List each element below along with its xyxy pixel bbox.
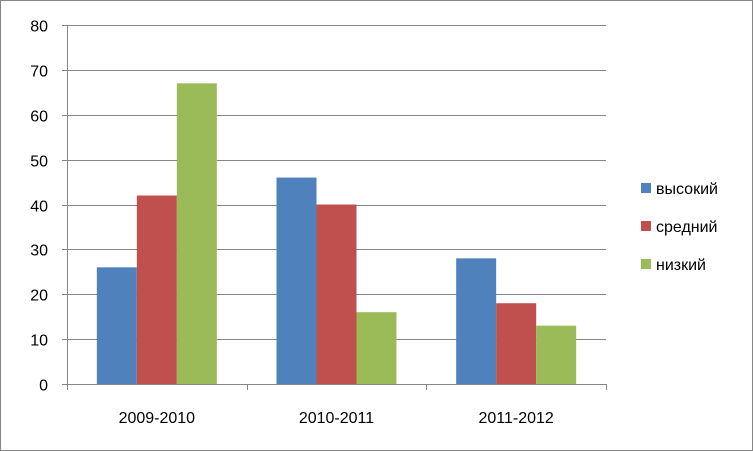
bars — [96, 83, 577, 385]
bar-средний-2011-2012 — [496, 303, 537, 384]
bar-высокий-2009-2010 — [96, 267, 137, 384]
y-tick-label: 60 — [30, 109, 48, 126]
axes — [62, 25, 607, 390]
y-tick-label: 50 — [30, 154, 48, 171]
legend-item-высокий: высокий — [641, 181, 718, 198]
legend-swatch — [641, 259, 651, 269]
y-tick-label: 0 — [39, 378, 48, 395]
bar-средний-2010-2011 — [316, 204, 357, 384]
x-tick-label: 2009-2010 — [119, 410, 196, 427]
bar-низкий-2010-2011 — [356, 312, 397, 384]
x-tick-labels: 2009-2010 2010-2011 2011-2012 — [119, 410, 554, 427]
x-tick-label: 2011-2012 — [479, 410, 554, 427]
y-tick-label: 10 — [30, 333, 48, 350]
legend-item-средний: средний — [641, 219, 718, 236]
bar-высокий-2010-2011 — [276, 177, 317, 384]
y-tick-label: 20 — [30, 288, 48, 305]
y-tick-label: 30 — [30, 243, 48, 260]
bar-высокий-2011-2012 — [456, 258, 497, 384]
legend-item-низкий: низкий — [641, 257, 706, 274]
legend: высокий средний низкий — [641, 181, 718, 274]
legend-swatch — [641, 183, 651, 193]
y-tick-label: 80 — [30, 19, 48, 36]
x-tick-label: 2010-2011 — [299, 410, 374, 427]
y-tick-labels: 0 10 20 30 40 50 60 70 80 — [30, 19, 48, 395]
legend-label: низкий — [656, 257, 706, 274]
y-tick-label: 40 — [30, 199, 48, 216]
legend-label: средний — [656, 219, 718, 236]
bar-низкий-2011-2012 — [536, 325, 577, 384]
legend-swatch — [641, 221, 651, 231]
y-tick-label: 70 — [30, 64, 48, 81]
legend-label: высокий — [656, 181, 718, 198]
bar-средний-2009-2010 — [136, 195, 177, 384]
bar-низкий-2009-2010 — [176, 83, 217, 385]
